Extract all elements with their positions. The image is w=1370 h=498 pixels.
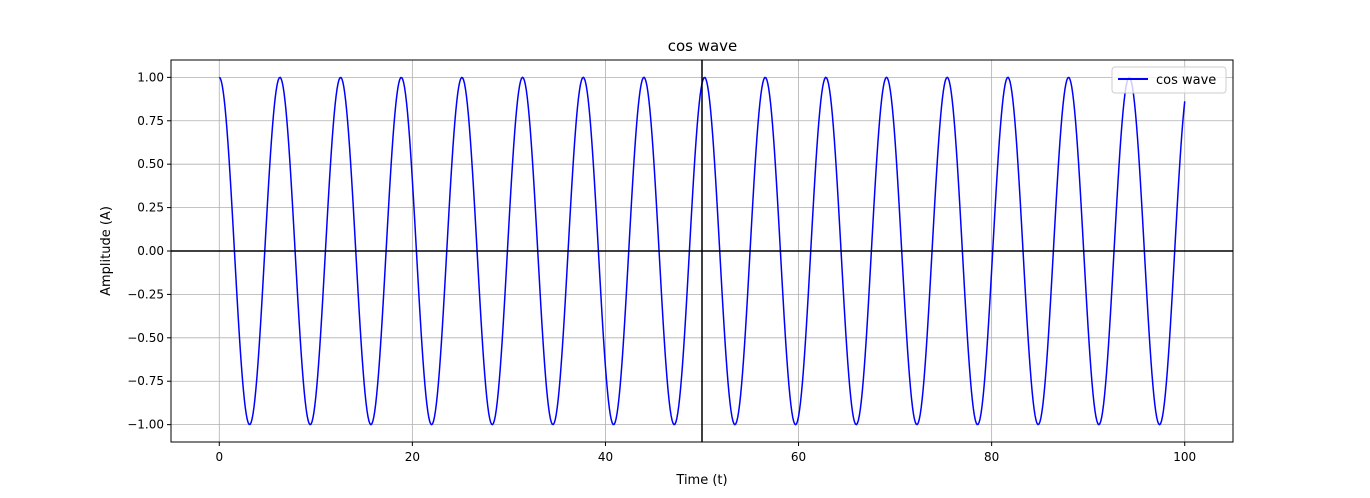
legend-label: cos wave	[1156, 73, 1216, 88]
legend-box	[1111, 66, 1227, 94]
x-tick-label: 80	[984, 450, 999, 464]
x-tick-label: 0	[215, 450, 223, 464]
y-axis-label: Amplitude (A)	[99, 206, 114, 296]
y-tick-label: −0.75	[127, 374, 164, 388]
y-tick-label: 0.50	[137, 157, 164, 171]
reference-lines	[171, 60, 1233, 442]
y-tick-label: −0.50	[127, 331, 164, 345]
y-axis-ticks: 1.00 0.75 0.50 0.25 0.00 −0.25 −0.50 −0.75 −1.00	[127, 70, 171, 432]
legend: cos wave	[1111, 66, 1227, 94]
y-tick-label: 0.25	[137, 201, 164, 215]
y-tick-label: 1.00	[137, 70, 164, 84]
x-tick-label: 100	[1173, 450, 1196, 464]
x-tick-label: 60	[791, 450, 806, 464]
x-axis-ticks: 0 20 40 60 80 100	[215, 442, 1196, 464]
y-tick-label: 0.00	[137, 244, 164, 258]
x-tick-label: 40	[598, 450, 613, 464]
x-axis-label: Time (t)	[675, 473, 727, 488]
x-tick-label: 20	[405, 450, 420, 464]
chart-title: cos wave	[668, 37, 738, 55]
y-tick-label: 0.75	[137, 114, 164, 128]
y-tick-label: −0.25	[127, 287, 164, 301]
y-tick-label: −1.00	[127, 418, 164, 432]
